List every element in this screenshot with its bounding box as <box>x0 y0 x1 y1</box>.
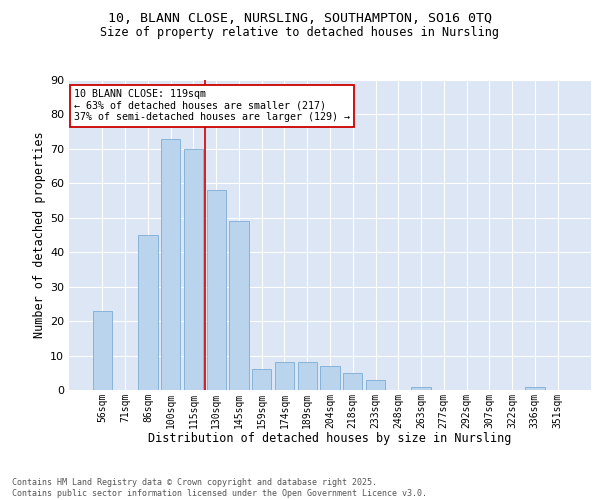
Bar <box>206 190 226 390</box>
Text: 10 BLANN CLOSE: 119sqm
← 63% of detached houses are smaller (217)
37% of semi-de: 10 BLANN CLOSE: 119sqm ← 63% of detached… <box>74 90 350 122</box>
Bar <box>184 149 203 390</box>
X-axis label: Distribution of detached houses by size in Nursling: Distribution of detached houses by size … <box>148 432 512 445</box>
Text: Contains HM Land Registry data © Crown copyright and database right 2025.
Contai: Contains HM Land Registry data © Crown c… <box>12 478 427 498</box>
Bar <box>229 221 248 390</box>
Bar <box>525 386 545 390</box>
Bar <box>412 386 431 390</box>
Text: Size of property relative to detached houses in Nursling: Size of property relative to detached ho… <box>101 26 499 39</box>
Text: 10, BLANN CLOSE, NURSLING, SOUTHAMPTON, SO16 0TQ: 10, BLANN CLOSE, NURSLING, SOUTHAMPTON, … <box>108 12 492 26</box>
Bar <box>366 380 385 390</box>
Bar <box>343 373 362 390</box>
Bar <box>320 366 340 390</box>
Y-axis label: Number of detached properties: Number of detached properties <box>33 132 46 338</box>
Bar <box>275 362 294 390</box>
Bar <box>93 311 112 390</box>
Bar <box>161 138 181 390</box>
Bar <box>138 235 158 390</box>
Bar <box>252 370 271 390</box>
Bar <box>298 362 317 390</box>
